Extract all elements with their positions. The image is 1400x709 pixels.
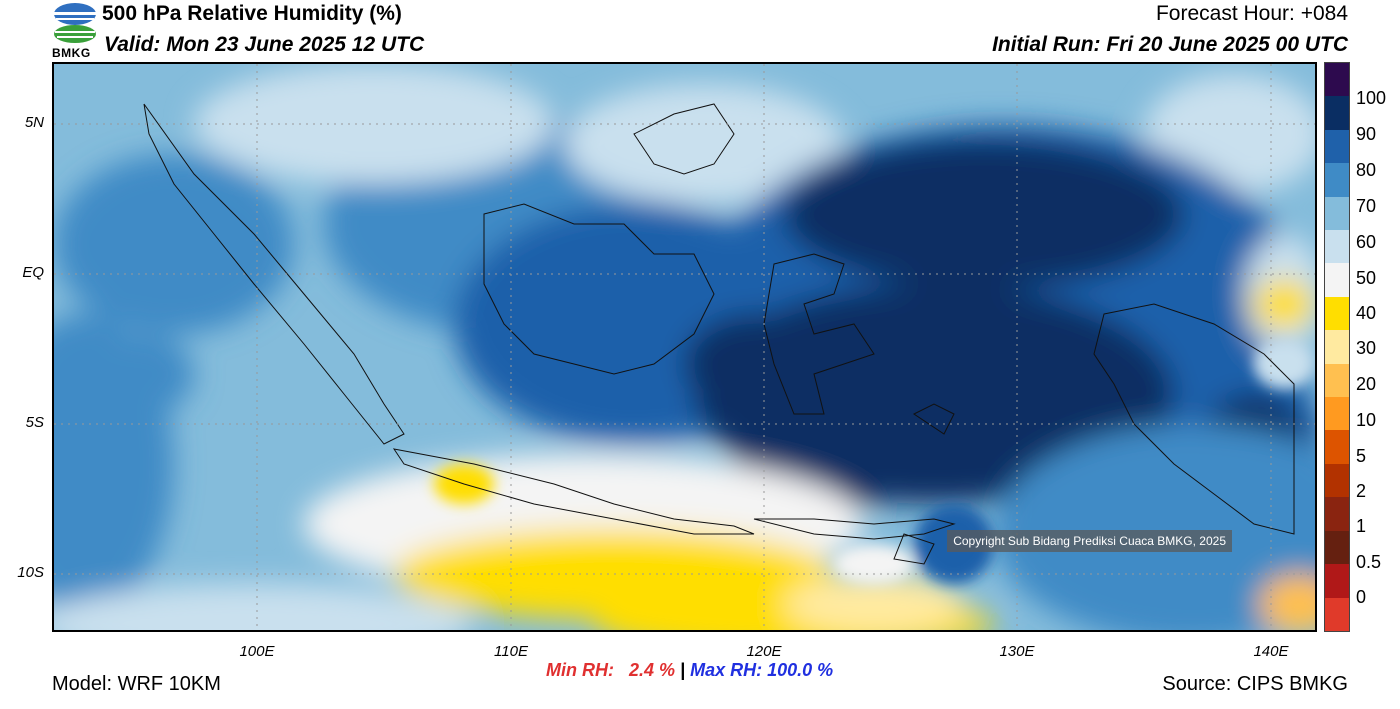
colorbar-segment [1325, 196, 1349, 231]
colorbar-segment [1325, 163, 1349, 197]
humidity-map: Copyright Sub Bidang Prediksi Cuaca BMKG… [52, 62, 1317, 632]
colorbar-segment [1325, 497, 1349, 531]
data-source: Source: CIPS BMKG [1162, 673, 1348, 695]
colorbar-label: 40 [1356, 303, 1377, 323]
rh-range: Min RH: 2.4 % | Max RH: 100.0 % [546, 660, 833, 681]
colorbar-label: 30 [1356, 338, 1377, 358]
max-rh: Max RH: 100.0 % [690, 660, 834, 680]
colorbar-segment [1325, 397, 1349, 431]
chart-title: 500 hPa Relative Humidity (%) [102, 2, 402, 25]
colorbar-label: 70 [1356, 196, 1377, 216]
initial-run: Initial Run: Fri 20 June 2025 00 UTC [992, 33, 1348, 56]
colorbar-label: 10 [1356, 410, 1377, 430]
colorbar-label: 0 [1356, 587, 1367, 607]
colorbar-segment [1325, 564, 1349, 598]
colorbar-label: 1 [1356, 516, 1367, 536]
colorbar-label: 0.5 [1356, 552, 1382, 572]
bmkg-logo [50, 0, 100, 62]
forecast-hour: Forecast Hour: +084 [1155, 2, 1348, 25]
colorbar-label: 60 [1356, 232, 1377, 252]
lat-label-5n: 5N [24, 114, 44, 131]
colorbar-label: 50 [1356, 268, 1377, 288]
lat-label-5s: 5S [25, 414, 44, 431]
colorbar-segment [1325, 129, 1349, 164]
colorbar-segment [1325, 96, 1349, 130]
colorbar-label: 5 [1356, 446, 1367, 466]
lat-label-eq: EQ [22, 264, 44, 281]
humidity-field [54, 64, 1315, 630]
colorbar-segment [1325, 330, 1349, 364]
colorbar-segment [1325, 63, 1349, 97]
lon-label-130e: 130E [999, 643, 1035, 660]
colorbar-label: 100 [1356, 88, 1387, 108]
model-name: Model: WRF 10KM [52, 673, 221, 695]
colorbar-label: 20 [1356, 374, 1377, 394]
colorbar-segment [1325, 363, 1349, 398]
colorbar-segment [1325, 430, 1349, 464]
lon-label-110e: 110E [494, 643, 528, 660]
colorbar-segment [1325, 263, 1349, 297]
colorbar-label: 2 [1356, 481, 1367, 501]
lon-label-100e: 100E [239, 643, 275, 660]
rh-separator: | [680, 660, 686, 680]
colorbar-segment [1325, 296, 1349, 331]
colorbar-segment [1325, 530, 1349, 565]
colorbar [1324, 62, 1350, 632]
colorbar-segment [1325, 597, 1349, 631]
copyright-notice: Copyright Sub Bidang Prediksi Cuaca BMKG… [947, 530, 1232, 552]
lat-label-10s: 10S [17, 564, 44, 581]
colorbar-segment [1325, 463, 1349, 498]
colorbar-label: 80 [1356, 160, 1377, 180]
colorbar-label: 90 [1356, 124, 1377, 144]
min-rh: Min RH: 2.4 % [546, 660, 676, 680]
lon-label-140e: 140E [1253, 643, 1289, 660]
colorbar-segment [1325, 230, 1349, 264]
logo-text: BMKG [52, 46, 91, 60]
lon-label-120e: 120E [746, 643, 782, 660]
valid-time: Valid: Mon 23 June 2025 12 UTC [104, 33, 425, 56]
